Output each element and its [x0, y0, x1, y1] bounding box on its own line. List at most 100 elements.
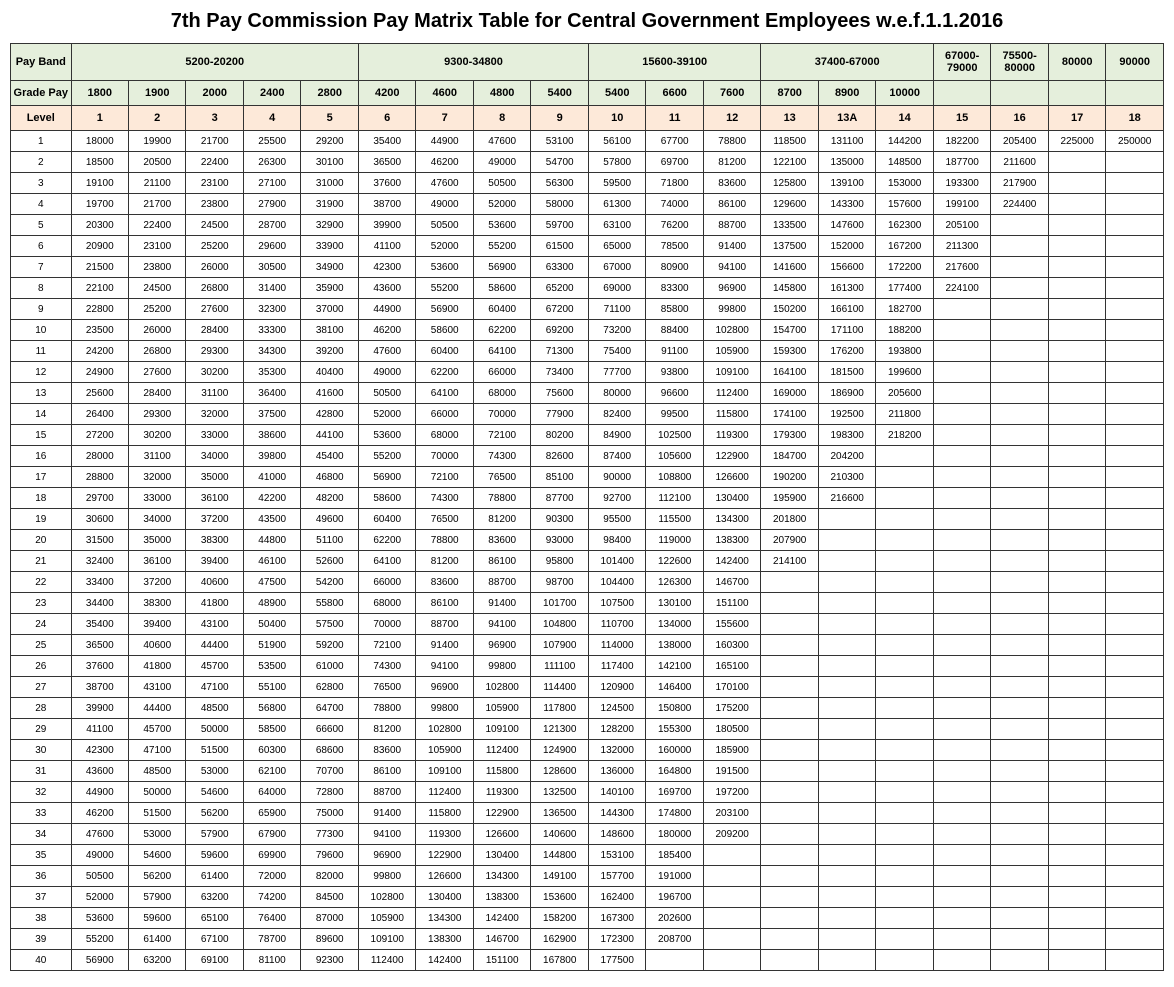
row-index: 29 [11, 719, 72, 740]
cell: 146700 [703, 572, 761, 593]
cell: 211600 [991, 152, 1048, 173]
cell: 73200 [588, 320, 645, 341]
cell: 122600 [646, 551, 703, 572]
cell: 20300 [71, 215, 128, 236]
cell [991, 677, 1048, 698]
cell: 49000 [473, 152, 530, 173]
cell [818, 929, 875, 950]
cell: 169700 [646, 782, 703, 803]
cell: 95500 [588, 509, 645, 530]
cell [991, 425, 1048, 446]
cell: 67100 [186, 929, 243, 950]
table-row: 1180001990021700255002920035400449004760… [11, 131, 1164, 152]
cell: 53600 [416, 257, 473, 278]
cell: 121300 [531, 719, 589, 740]
row-index: 2 [11, 152, 72, 173]
row-index: 16 [11, 446, 72, 467]
cell [933, 593, 990, 614]
cell: 32000 [129, 467, 186, 488]
cell [1048, 194, 1105, 215]
cell: 107500 [588, 593, 645, 614]
cell: 91400 [703, 236, 761, 257]
cell: 56900 [473, 257, 530, 278]
table-row: 1325600284003110036400416005050064100680… [11, 383, 1164, 404]
cell: 78800 [473, 488, 530, 509]
cell: 87400 [588, 446, 645, 467]
cell: 31900 [301, 194, 359, 215]
row-index: 38 [11, 908, 72, 929]
cell: 22400 [186, 152, 243, 173]
cell: 138300 [473, 887, 530, 908]
cell: 34000 [186, 446, 243, 467]
cell: 60300 [243, 740, 300, 761]
cell [1048, 614, 1105, 635]
payband-col: 5200-20200 [71, 44, 358, 81]
cell: 35400 [71, 614, 128, 635]
cell: 136000 [588, 761, 645, 782]
cell: 129600 [761, 194, 818, 215]
cell: 55100 [243, 677, 300, 698]
cell: 39400 [186, 551, 243, 572]
cell: 84500 [301, 887, 359, 908]
cell: 205400 [991, 131, 1048, 152]
gradepay-col: 6600 [646, 81, 703, 106]
row-index: 9 [11, 299, 72, 320]
cell: 102800 [416, 719, 473, 740]
cell: 27200 [71, 425, 128, 446]
cell: 81200 [703, 152, 761, 173]
cell: 138300 [416, 929, 473, 950]
cell: 51900 [243, 635, 300, 656]
cell: 95800 [531, 551, 589, 572]
cell [876, 467, 934, 488]
cell: 134300 [473, 866, 530, 887]
cell: 94100 [358, 824, 415, 845]
cell: 76500 [473, 467, 530, 488]
cell: 105900 [416, 740, 473, 761]
cell: 164100 [761, 362, 818, 383]
cell: 44900 [358, 299, 415, 320]
cell: 23500 [71, 320, 128, 341]
cell: 217600 [933, 257, 990, 278]
cell: 45700 [129, 719, 186, 740]
cell: 38100 [301, 320, 359, 341]
cell [818, 845, 875, 866]
cell: 26300 [243, 152, 300, 173]
cell: 75000 [301, 803, 359, 824]
cell: 101400 [588, 551, 645, 572]
cell: 38700 [358, 194, 415, 215]
cell [818, 950, 875, 971]
cell [818, 530, 875, 551]
table-row: 2536500406004440051900592007210091400969… [11, 635, 1164, 656]
cell: 104800 [531, 614, 589, 635]
cell: 53600 [358, 425, 415, 446]
cell: 50500 [473, 173, 530, 194]
cell: 46200 [71, 803, 128, 824]
cell: 186900 [818, 383, 875, 404]
cell: 155300 [646, 719, 703, 740]
cell: 117800 [531, 698, 589, 719]
cell: 55200 [71, 929, 128, 950]
cell: 218200 [876, 425, 934, 446]
cell: 85800 [646, 299, 703, 320]
cell [933, 866, 990, 887]
cell: 55800 [301, 593, 359, 614]
level-col: 3 [186, 106, 243, 131]
cell: 41800 [129, 656, 186, 677]
row-index: 13 [11, 383, 72, 404]
cell [761, 929, 818, 950]
cell: 176200 [818, 341, 875, 362]
cell: 57800 [588, 152, 645, 173]
cell [876, 761, 934, 782]
cell: 39900 [358, 215, 415, 236]
cell: 22100 [71, 278, 128, 299]
row-index: 32 [11, 782, 72, 803]
cell: 70000 [473, 404, 530, 425]
cell [991, 761, 1048, 782]
cell [933, 950, 990, 971]
cell [933, 782, 990, 803]
cell: 109100 [416, 761, 473, 782]
cell [876, 698, 934, 719]
cell: 93000 [531, 530, 589, 551]
cell [991, 362, 1048, 383]
cell [761, 887, 818, 908]
